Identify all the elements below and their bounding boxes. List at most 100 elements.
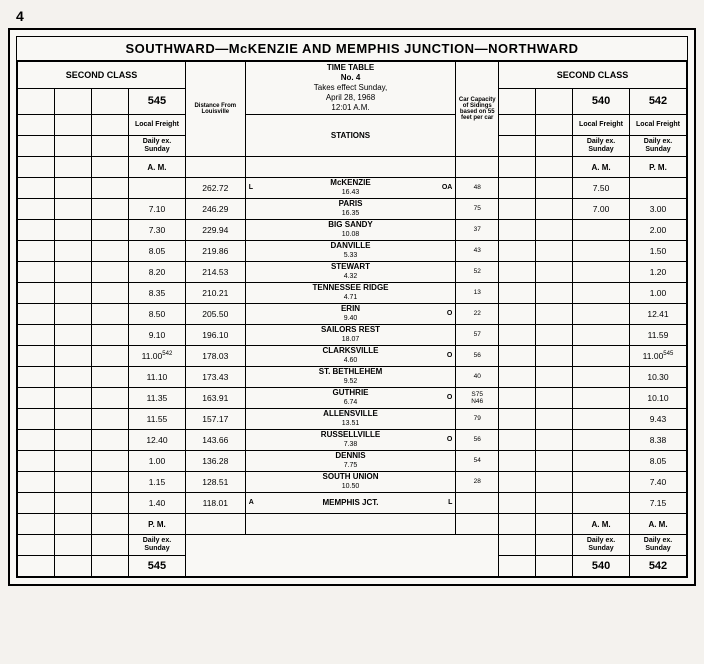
station-row: 8.20 214.53 STEWART4.32 52 1.20 xyxy=(18,262,687,283)
blank-col xyxy=(18,88,55,115)
n540-time xyxy=(573,451,630,472)
blank-col xyxy=(536,88,573,115)
blank-col xyxy=(18,115,55,136)
period-start-row: A. M. A. M. P. M. xyxy=(18,157,687,178)
south-local: Local Freight xyxy=(129,115,186,136)
capacity: 54 xyxy=(456,451,499,472)
north-sched-foot-b: Daily ex. Sunday xyxy=(629,535,686,556)
blank-col xyxy=(92,136,129,157)
n542-time: 8.05 xyxy=(629,451,686,472)
blank-col xyxy=(536,115,573,136)
station-name: SAILORS REST18.07 xyxy=(245,325,456,346)
station-row: 12.40 143.66 RUSSELLVILLE7.38O 56 8.38 xyxy=(18,430,687,451)
s545-time: 1.15 xyxy=(129,472,186,493)
distance: 143.66 xyxy=(185,430,245,451)
s545-time: 11.00542 xyxy=(129,346,186,367)
distance: 205.50 xyxy=(185,304,245,325)
period-end-row: P. M. A. M. A. M. xyxy=(18,514,687,535)
north-train-foot-b: 542 xyxy=(629,556,686,577)
capacity: 43 xyxy=(456,241,499,262)
station-row: 1.15 128.51 SOUTH UNION10.50 28 7.40 xyxy=(18,472,687,493)
station-name: CLARKSVILLE4.60O xyxy=(245,346,456,367)
south-start-period: A. M. xyxy=(129,157,186,178)
n540-time: 7.50 xyxy=(573,178,630,199)
station-name: RUSSELLVILLE7.38O xyxy=(245,430,456,451)
s545-time: 8.35 xyxy=(129,283,186,304)
n542-time: 7.40 xyxy=(629,472,686,493)
n540-time xyxy=(573,220,630,241)
tt-time: 12:01 A.M. xyxy=(331,103,369,112)
blank-col xyxy=(92,115,129,136)
capacity: 13 xyxy=(456,283,499,304)
s545-time: 8.05 xyxy=(129,241,186,262)
capacity xyxy=(456,493,499,514)
s545-time: 9.10 xyxy=(129,325,186,346)
n542-time: 1.50 xyxy=(629,241,686,262)
distance: 173.43 xyxy=(185,367,245,388)
capacity: 28 xyxy=(456,472,499,493)
n542-time: 1.20 xyxy=(629,262,686,283)
tt-label: TIME TABLE xyxy=(327,63,374,72)
capacity: 48 xyxy=(456,178,499,199)
capacity: S75N46 xyxy=(456,388,499,409)
s545-time: 7.30 xyxy=(129,220,186,241)
north-sched-foot-a: Daily ex. Sunday xyxy=(573,535,630,556)
n542-time: 7.15 xyxy=(629,493,686,514)
n540-time xyxy=(573,430,630,451)
timetable-frame: SOUTHWARD—McKENZIE AND MEMPHIS JUNCTION—… xyxy=(8,28,696,586)
capacity: 57 xyxy=(456,325,499,346)
tt-effect: Takes effect Sunday, xyxy=(314,83,388,92)
n540-time xyxy=(573,472,630,493)
south-sched: Daily ex. Sunday xyxy=(129,136,186,157)
s545-time: 1.40 xyxy=(129,493,186,514)
north-a-end: A. M. xyxy=(573,514,630,535)
station-row: 11.00542 178.03 CLARKSVILLE4.60O 56 11.0… xyxy=(18,346,687,367)
n540-time xyxy=(573,283,630,304)
south-sched-foot: Daily ex. Sunday xyxy=(129,535,186,556)
station-row: 262.72 LMcKENZIE16.43OA 48 7.50 xyxy=(18,178,687,199)
capacity: 79 xyxy=(456,409,499,430)
s545-time: 8.50 xyxy=(129,304,186,325)
station-name: BIG SANDY10.08 xyxy=(245,220,456,241)
n542-time: 3.00 xyxy=(629,199,686,220)
station-name: ERIN9.40O xyxy=(245,304,456,325)
station-name: ALLENSVILLE13.51 xyxy=(245,409,456,430)
distance-header: Distance From Louisville xyxy=(185,62,245,157)
capacity: 56 xyxy=(456,346,499,367)
station-row: 7.30 229.94 BIG SANDY10.08 37 2.00 xyxy=(18,220,687,241)
station-name: STEWART4.32 xyxy=(245,262,456,283)
s545-time: 8.20 xyxy=(129,262,186,283)
distance: 214.53 xyxy=(185,262,245,283)
station-row: 1.40 118.01 AMEMPHIS JCT.L 7.15 xyxy=(18,493,687,514)
blank-col xyxy=(536,136,573,157)
timetable: SECOND CLASS Distance From Louisville TI… xyxy=(17,61,687,577)
blank-col xyxy=(499,115,536,136)
capacity: 22 xyxy=(456,304,499,325)
south-class-label: SECOND CLASS xyxy=(18,62,186,89)
capacity: 40 xyxy=(456,367,499,388)
header-row-3: Local Freight STATIONS Local Freight Loc… xyxy=(18,115,687,136)
north-sched-a: Daily ex. Sunday xyxy=(573,136,630,157)
tt-no: No. 4 xyxy=(341,73,361,82)
distance: 157.17 xyxy=(185,409,245,430)
station-row: 8.05 219.86 DANVILLE5.33 43 1.50 xyxy=(18,241,687,262)
south-train-num: 545 xyxy=(129,88,186,115)
station-name: DENNIS7.75 xyxy=(245,451,456,472)
blank-col xyxy=(55,136,92,157)
blank-col xyxy=(92,88,129,115)
distance: 178.03 xyxy=(185,346,245,367)
n540-time xyxy=(573,346,630,367)
n540-time xyxy=(573,241,630,262)
station-name: PARIS16.35 xyxy=(245,199,456,220)
blank-col xyxy=(55,88,92,115)
north-a-start: A. M. xyxy=(573,157,630,178)
n540-time xyxy=(573,388,630,409)
station-name: ST. BETHLEHEM9.52 xyxy=(245,367,456,388)
distance: 262.72 xyxy=(185,178,245,199)
north-train-b: 542 xyxy=(629,88,686,115)
capacity-header: Car Capacity of Sidings based on 55 feet… xyxy=(456,62,499,157)
north-b-end: A. M. xyxy=(629,514,686,535)
n542-time: 8.38 xyxy=(629,430,686,451)
s545-time: 1.00 xyxy=(129,451,186,472)
north-b-start: P. M. xyxy=(629,157,686,178)
